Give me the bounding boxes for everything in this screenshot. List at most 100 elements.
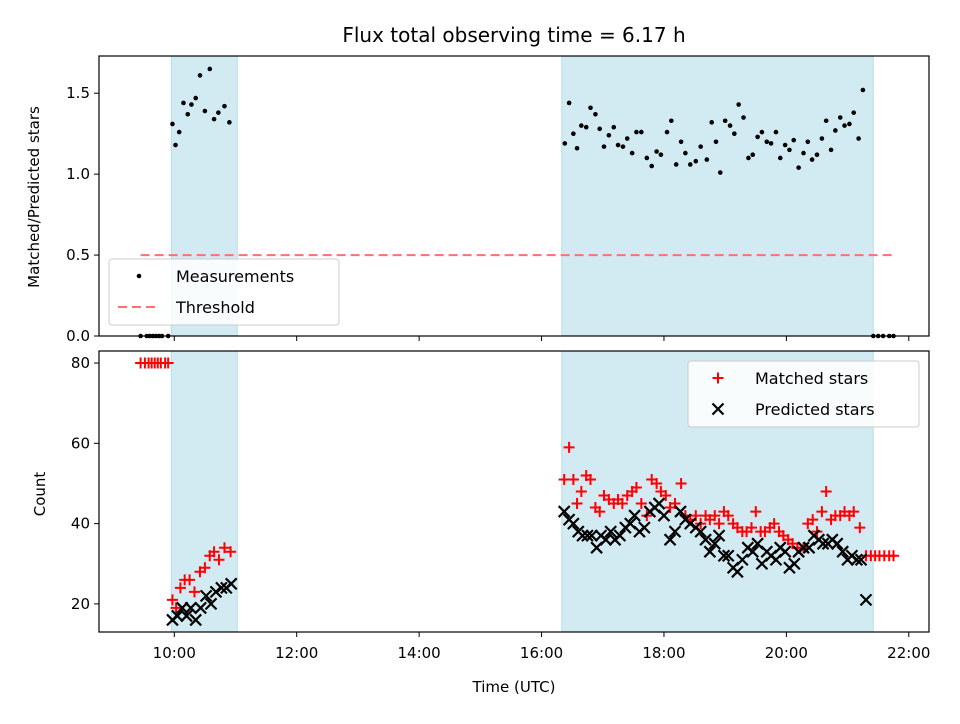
data-point xyxy=(207,66,213,72)
data-point xyxy=(850,553,864,567)
data-point xyxy=(788,557,801,571)
y-tick-label: 80 xyxy=(71,354,90,372)
series-predicted-stars xyxy=(166,497,873,627)
data-point xyxy=(628,509,641,522)
x-tick-label: 18:00 xyxy=(642,644,685,662)
data-point xyxy=(837,115,843,120)
data-point xyxy=(854,522,866,534)
data-point xyxy=(194,601,207,615)
data-point xyxy=(215,581,228,595)
data-point xyxy=(654,149,659,154)
data-point xyxy=(180,609,193,623)
data-point xyxy=(851,110,857,115)
data-point xyxy=(807,514,819,526)
data-point xyxy=(613,529,627,542)
data-point xyxy=(820,486,832,497)
legend: Matched stars Predicted stars xyxy=(687,360,920,428)
count-y-axis-label: Count xyxy=(31,472,49,517)
data-point xyxy=(579,123,584,128)
data-point xyxy=(708,537,722,550)
data-point xyxy=(635,498,647,510)
data-point xyxy=(651,477,663,489)
data-point xyxy=(750,152,756,158)
data-point xyxy=(649,163,655,169)
chart-title: Flux total observing time = 6.17 h xyxy=(342,23,685,47)
data-point xyxy=(593,111,598,117)
y-tick-label: 20 xyxy=(71,595,90,613)
data-point xyxy=(816,506,828,518)
data-point xyxy=(828,147,834,153)
data-point xyxy=(860,87,866,93)
count-panel: 20 40 60 80 10:00 12:00 14:00 16:00 18:00 20:00 22… xyxy=(71,350,930,662)
data-point xyxy=(731,565,744,579)
legend-marker xyxy=(136,273,142,279)
data-point xyxy=(736,553,749,567)
y-tick-label: 1.5 xyxy=(66,84,90,102)
data-point xyxy=(678,139,684,145)
data-point xyxy=(745,522,757,534)
data-point xyxy=(599,533,613,546)
legend-box xyxy=(687,360,920,428)
data-point xyxy=(566,100,572,106)
data-point xyxy=(218,542,230,554)
data-point xyxy=(576,529,589,542)
data-point xyxy=(225,546,237,558)
data-point xyxy=(204,597,218,611)
x-tick-label: 16:00 xyxy=(520,644,563,662)
data-point xyxy=(674,505,687,518)
data-point xyxy=(750,506,762,518)
data-point xyxy=(773,129,779,135)
data-point xyxy=(604,525,617,538)
data-point xyxy=(687,162,693,167)
y-tick-label: 60 xyxy=(71,434,90,452)
data-point xyxy=(830,537,844,550)
x-axis-label: Time (UTC) xyxy=(472,678,556,696)
data-point xyxy=(816,537,830,550)
data-point xyxy=(764,139,770,145)
data-point xyxy=(782,142,788,148)
data-point xyxy=(571,498,583,510)
data-point xyxy=(166,594,178,606)
data-point xyxy=(170,602,182,614)
data-point xyxy=(630,481,642,493)
data-point xyxy=(768,518,780,530)
data-point xyxy=(663,533,677,546)
data-point xyxy=(583,124,589,130)
data-point xyxy=(611,124,617,130)
data-point xyxy=(616,498,628,510)
data-point xyxy=(669,118,674,124)
data-point xyxy=(664,129,670,135)
data-point xyxy=(581,529,594,542)
data-point xyxy=(694,525,707,538)
series-measurements xyxy=(138,66,896,339)
data-point xyxy=(854,553,868,567)
data-point xyxy=(657,509,671,522)
data-point xyxy=(698,144,703,149)
data-point xyxy=(673,162,679,167)
data-point xyxy=(699,533,712,546)
data-point xyxy=(606,133,612,138)
data-point xyxy=(717,549,731,563)
data-point xyxy=(170,121,175,127)
data-point xyxy=(722,118,728,124)
data-point xyxy=(629,150,635,156)
data-point xyxy=(713,139,719,145)
data-point xyxy=(562,141,568,146)
data-point xyxy=(227,120,232,125)
data-point xyxy=(833,128,838,133)
legend-label: Measurements xyxy=(176,267,294,286)
data-point xyxy=(693,158,699,164)
legend-label: Threshold xyxy=(175,298,255,317)
data-point xyxy=(722,510,734,522)
data-point xyxy=(703,545,717,558)
data-point xyxy=(567,473,579,485)
data-point xyxy=(802,541,816,554)
data-point xyxy=(571,131,576,136)
legend: Measurements Threshold xyxy=(108,258,340,326)
data-point xyxy=(620,144,626,149)
data-point xyxy=(193,95,199,101)
data-point xyxy=(791,137,797,143)
data-point xyxy=(709,120,715,125)
data-point xyxy=(887,550,899,562)
